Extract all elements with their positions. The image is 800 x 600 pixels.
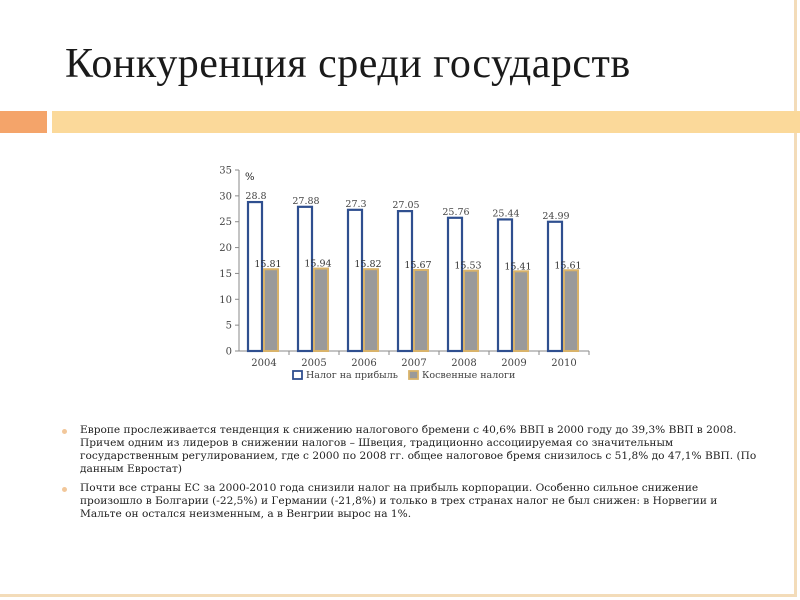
bar-label-indirect-taxes: 15.53 [454, 261, 481, 272]
bar-label-indirect-taxes: 15.61 [554, 260, 581, 271]
bar-label-indirect-taxes: 15.94 [304, 259, 331, 270]
tax-chart-svg: 0 5 10 15 20 25 30 35% 28.8 15.81 2004 27.88 15.94 20… [219, 166, 590, 381]
paragraph-1: Европе прослеживается тенденция к снижен… [62, 424, 762, 476]
bar-label-corporate-tax: 27.05 [392, 200, 419, 211]
legend-label-corporate-tax: Налог на прибыль [306, 370, 398, 381]
y-tick-label: 35 [219, 166, 232, 177]
bar-label-indirect-taxes: 15.82 [354, 259, 381, 270]
bar-label-indirect-taxes: 15.81 [254, 259, 281, 270]
bar-label-corporate-tax: 28.8 [245, 191, 266, 202]
y-tick-label: 15 [219, 269, 232, 280]
y-tick-label: 25 [219, 217, 232, 228]
y-axis-label: % [245, 172, 255, 183]
bar-indirect-taxes [263, 268, 279, 352]
x-tick-label: 2004 [251, 358, 276, 369]
x-tick-label: 2008 [451, 358, 476, 369]
y-tick-label: 0 [226, 347, 232, 358]
y-tick-label: 10 [219, 295, 232, 306]
y-tick-label: 20 [219, 243, 232, 254]
paragraph-2: Почти все страны ЕС за 2000-2010 года сн… [62, 482, 762, 521]
bar-indirect-taxes [563, 269, 579, 352]
x-tick-label: 2009 [501, 358, 526, 369]
bar-indirect-taxes [513, 270, 529, 352]
legend-swatch-indirect-taxes [408, 370, 419, 380]
bar-indirect-taxes [463, 269, 479, 352]
tax-chart: 0 5 10 15 20 25 30 35% 28.8 15.81 2004 27.88 15.94 20… [210, 158, 600, 390]
bullet-icon [62, 429, 67, 434]
bar-corporate-tax [246, 200, 264, 353]
bar-corporate-tax [446, 216, 464, 353]
bar-label-corporate-tax: 24.99 [542, 211, 569, 222]
x-tick-label: 2007 [401, 358, 426, 369]
bar-corporate-tax [396, 210, 414, 353]
bar-corporate-tax [496, 218, 514, 353]
accent-band-left [0, 111, 47, 133]
legend-swatch-corporate-tax [292, 370, 303, 380]
bar-corporate-tax [296, 205, 314, 353]
bar-label-corporate-tax: 25.76 [442, 207, 469, 218]
bar-label-indirect-taxes: 15.41 [504, 261, 531, 272]
bar-indirect-taxes [363, 268, 379, 352]
bar-label-indirect-taxes: 15.67 [404, 260, 431, 271]
x-tick-label: 2010 [551, 358, 576, 369]
bar-label-corporate-tax: 27.3 [345, 199, 366, 210]
bar-corporate-tax [546, 220, 564, 353]
bar-indirect-taxes [413, 268, 429, 352]
bullet-icon [62, 487, 67, 492]
x-tick-label: 2006 [351, 358, 376, 369]
bar-label-corporate-tax: 25.44 [492, 208, 519, 219]
bar-corporate-tax [346, 208, 364, 353]
bar-label-corporate-tax: 27.88 [292, 196, 319, 207]
paragraph-1-text: Европе прослеживается тенденция к снижен… [80, 424, 757, 475]
bar-indirect-taxes [313, 267, 329, 352]
legend-label-indirect-taxes: Косвенные налоги [422, 370, 515, 381]
accent-band-right [52, 111, 800, 133]
y-tick-label: 30 [219, 191, 232, 202]
paragraph-2-text: Почти все страны ЕС за 2000-2010 года сн… [80, 482, 718, 520]
y-tick-label: 5 [226, 321, 232, 332]
x-tick-label: 2005 [301, 358, 326, 369]
slide-title: Конкуренция среди государств [65, 41, 631, 87]
body-text: Европе прослеживается тенденция к снижен… [62, 424, 762, 527]
